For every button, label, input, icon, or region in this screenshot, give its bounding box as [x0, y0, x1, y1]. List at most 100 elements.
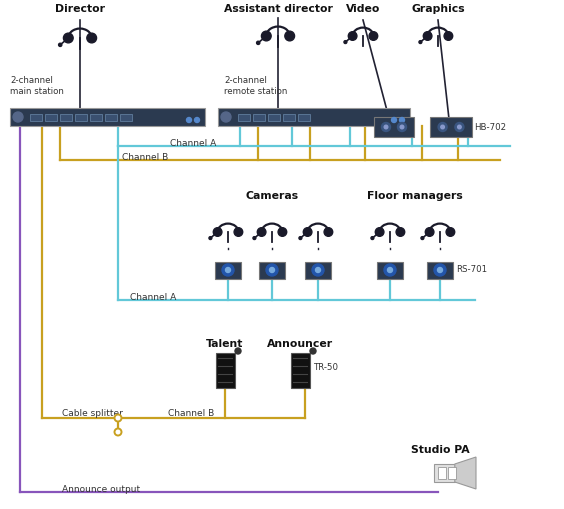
Circle shape	[195, 118, 200, 123]
Circle shape	[387, 268, 393, 272]
Circle shape	[278, 228, 287, 236]
Circle shape	[310, 348, 316, 354]
Circle shape	[221, 112, 231, 122]
Circle shape	[369, 32, 378, 40]
Polygon shape	[455, 457, 476, 489]
Text: Director: Director	[55, 4, 105, 14]
Bar	[10, 108, 205, 126]
Bar	[90, 114, 102, 121]
Bar	[215, 353, 235, 387]
Text: TR-50: TR-50	[314, 363, 339, 373]
Bar	[430, 117, 472, 137]
Circle shape	[266, 264, 278, 276]
Text: Channel A: Channel A	[170, 138, 216, 148]
Circle shape	[324, 228, 333, 236]
Circle shape	[438, 268, 443, 272]
Circle shape	[209, 237, 212, 240]
Circle shape	[234, 228, 243, 236]
Text: Cameras: Cameras	[245, 191, 298, 201]
Circle shape	[187, 118, 192, 123]
Circle shape	[312, 264, 324, 276]
Circle shape	[419, 41, 422, 44]
Circle shape	[455, 123, 464, 131]
Circle shape	[303, 228, 312, 236]
Text: Talent: Talent	[206, 339, 244, 349]
Text: Studio PA: Studio PA	[411, 445, 469, 455]
Circle shape	[262, 31, 271, 41]
Bar	[438, 467, 446, 479]
Circle shape	[114, 429, 121, 436]
Circle shape	[285, 31, 294, 41]
Circle shape	[270, 268, 275, 272]
Circle shape	[457, 125, 461, 129]
Text: Channel B: Channel B	[122, 153, 168, 161]
Circle shape	[315, 268, 320, 272]
Circle shape	[441, 125, 444, 129]
Circle shape	[257, 41, 260, 44]
Text: HB-702: HB-702	[474, 123, 506, 131]
Circle shape	[381, 123, 390, 131]
Bar	[374, 117, 414, 137]
Bar	[105, 114, 117, 121]
Bar	[75, 114, 87, 121]
Circle shape	[375, 228, 384, 236]
Bar	[290, 353, 310, 387]
Circle shape	[235, 348, 241, 354]
Circle shape	[423, 32, 432, 40]
Circle shape	[299, 237, 302, 240]
Text: Announce output: Announce output	[62, 485, 140, 494]
Bar	[298, 114, 310, 121]
Bar	[60, 114, 72, 121]
Bar	[259, 262, 285, 278]
Text: Channel B: Channel B	[168, 410, 214, 418]
Bar	[238, 114, 250, 121]
Text: Announcer: Announcer	[267, 339, 333, 349]
Text: RS-701: RS-701	[456, 266, 487, 274]
Circle shape	[444, 32, 453, 40]
Circle shape	[425, 228, 434, 236]
Circle shape	[87, 33, 96, 43]
Circle shape	[446, 228, 455, 236]
Bar	[283, 114, 295, 121]
Circle shape	[344, 41, 347, 44]
Bar	[253, 114, 265, 121]
Circle shape	[59, 43, 62, 46]
Circle shape	[222, 264, 234, 276]
Text: Cable splitter: Cable splitter	[62, 409, 123, 417]
Bar	[268, 114, 280, 121]
Bar	[377, 262, 403, 278]
Circle shape	[63, 33, 73, 43]
Circle shape	[114, 414, 121, 421]
Circle shape	[396, 228, 405, 236]
Bar	[448, 467, 456, 479]
Circle shape	[13, 112, 23, 122]
Circle shape	[421, 237, 424, 240]
Circle shape	[399, 118, 404, 123]
Text: Graphics: Graphics	[411, 4, 465, 14]
Bar	[427, 262, 453, 278]
Text: 2-channel
main station: 2-channel main station	[10, 76, 64, 96]
Circle shape	[349, 32, 357, 40]
Circle shape	[226, 268, 231, 272]
Text: Assistant director: Assistant director	[223, 4, 332, 14]
Circle shape	[384, 264, 396, 276]
Circle shape	[398, 123, 407, 131]
Circle shape	[213, 228, 222, 236]
Bar	[215, 262, 241, 278]
Circle shape	[434, 264, 446, 276]
Bar	[30, 114, 42, 121]
Text: Channel A: Channel A	[130, 293, 176, 301]
Bar	[305, 262, 331, 278]
Bar	[45, 114, 57, 121]
Text: Video: Video	[346, 4, 380, 14]
Circle shape	[257, 228, 266, 236]
Bar	[120, 114, 132, 121]
Circle shape	[384, 125, 388, 129]
Circle shape	[391, 118, 396, 123]
Circle shape	[400, 125, 404, 129]
Text: 2-channel
remote station: 2-channel remote station	[224, 76, 288, 96]
Bar	[218, 108, 410, 126]
Circle shape	[371, 237, 374, 240]
Circle shape	[253, 237, 256, 240]
Bar	[434, 464, 455, 482]
